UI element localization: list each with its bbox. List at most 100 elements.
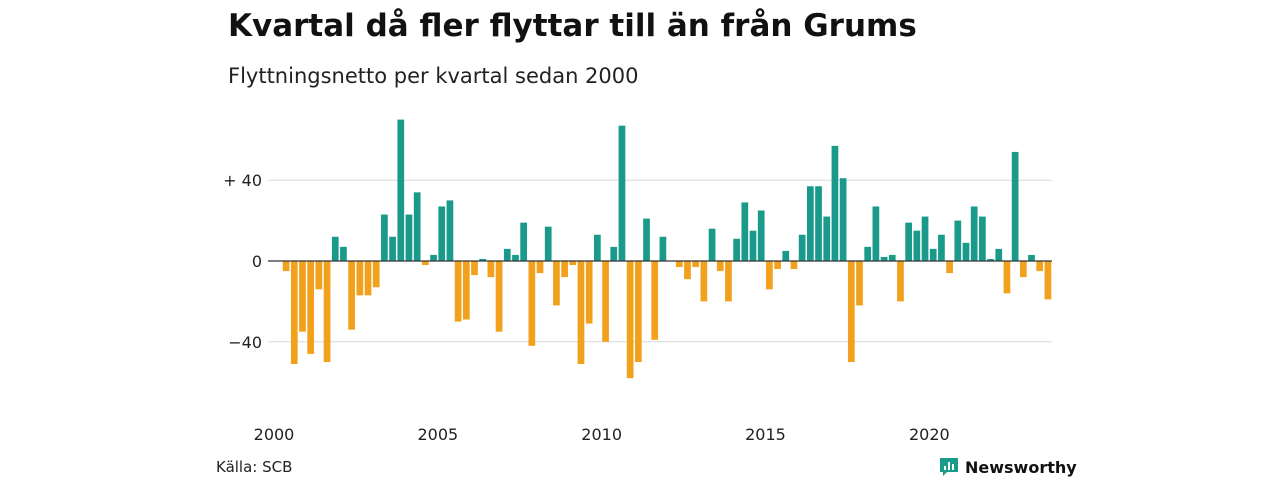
bar [643, 218, 650, 261]
bar [1044, 261, 1052, 300]
bar [823, 216, 831, 261]
bar [381, 214, 388, 261]
bar [544, 226, 552, 261]
bar [798, 234, 806, 261]
bar [725, 261, 732, 302]
bar [1011, 151, 1019, 261]
bar [938, 234, 945, 261]
bar [987, 258, 994, 261]
chart-subtitle: Flyttningsnetto per kvartal sedan 2000 [228, 64, 639, 88]
bar [1003, 261, 1011, 294]
bar [741, 202, 749, 261]
bar [905, 222, 913, 261]
bar [495, 261, 503, 332]
bar [282, 261, 290, 272]
bar [1028, 254, 1035, 261]
bar [389, 236, 396, 261]
bar [585, 261, 593, 324]
bar [602, 261, 609, 342]
bar [831, 145, 839, 261]
bar [757, 210, 765, 261]
bar [454, 261, 462, 322]
bar [847, 261, 855, 362]
bar [749, 230, 757, 261]
bar [962, 242, 970, 261]
bar [790, 261, 798, 270]
bar [880, 256, 888, 261]
bar [872, 206, 880, 261]
bar [675, 261, 683, 268]
x-tick-label: 2000 [254, 425, 295, 444]
x-tick-label: 2005 [417, 425, 458, 444]
bar [462, 261, 470, 320]
bar [594, 234, 601, 261]
bar [340, 246, 347, 261]
chart-title: Kvartal då fler flyttar till än från Gru… [228, 8, 917, 44]
bar [1019, 261, 1027, 278]
y-tick-label: 0 [252, 252, 262, 271]
x-tick-label: 2020 [909, 425, 950, 444]
bar [716, 261, 724, 272]
newsworthy-logo-icon [940, 458, 958, 476]
bar [323, 261, 331, 362]
bar [766, 261, 773, 290]
bar [356, 261, 364, 296]
bar [1036, 261, 1044, 272]
bar [634, 261, 642, 362]
bar [430, 254, 437, 261]
brand-name: Newsworthy [965, 457, 1077, 477]
bar [659, 236, 667, 261]
bar [405, 214, 413, 261]
bar [888, 254, 896, 261]
bar [610, 246, 618, 261]
y-tick-label: + 40 [223, 171, 262, 190]
bar [479, 258, 487, 261]
bar [520, 222, 528, 261]
bar [446, 200, 454, 261]
bar [970, 206, 978, 261]
bar [528, 261, 536, 346]
bar [626, 261, 634, 379]
bar [839, 178, 847, 261]
bar [503, 248, 511, 261]
bar [331, 236, 339, 261]
x-tick-label: 2015 [745, 425, 786, 444]
bar [864, 246, 872, 261]
bar [929, 248, 937, 261]
bar [782, 250, 790, 261]
bar [651, 261, 659, 340]
bar [913, 230, 921, 261]
bar [348, 261, 355, 330]
bar [897, 261, 904, 302]
bar [438, 206, 446, 261]
bar [708, 228, 716, 261]
bar [561, 261, 568, 278]
bar [553, 261, 560, 306]
bar [487, 261, 495, 278]
bar [512, 254, 519, 261]
bar [315, 261, 323, 290]
bar [806, 186, 814, 261]
x-tick-label: 2010 [581, 425, 622, 444]
bar [618, 125, 626, 261]
bar [774, 261, 781, 270]
y-tick-label: −40 [228, 333, 262, 352]
bar [290, 261, 298, 365]
bar [692, 261, 700, 268]
bar [815, 186, 822, 261]
bar [299, 261, 306, 332]
bar [421, 261, 429, 266]
bar [372, 261, 380, 288]
source-note: Källa: SCB [216, 458, 293, 476]
bar [684, 261, 691, 280]
brand-logo: Newsworthy [938, 456, 1077, 478]
bar [921, 216, 929, 261]
bar [995, 248, 1003, 261]
bar [397, 119, 405, 261]
bar [954, 220, 962, 261]
bar [307, 261, 315, 354]
bar [413, 192, 421, 261]
bar [856, 261, 863, 306]
bar [536, 261, 544, 274]
